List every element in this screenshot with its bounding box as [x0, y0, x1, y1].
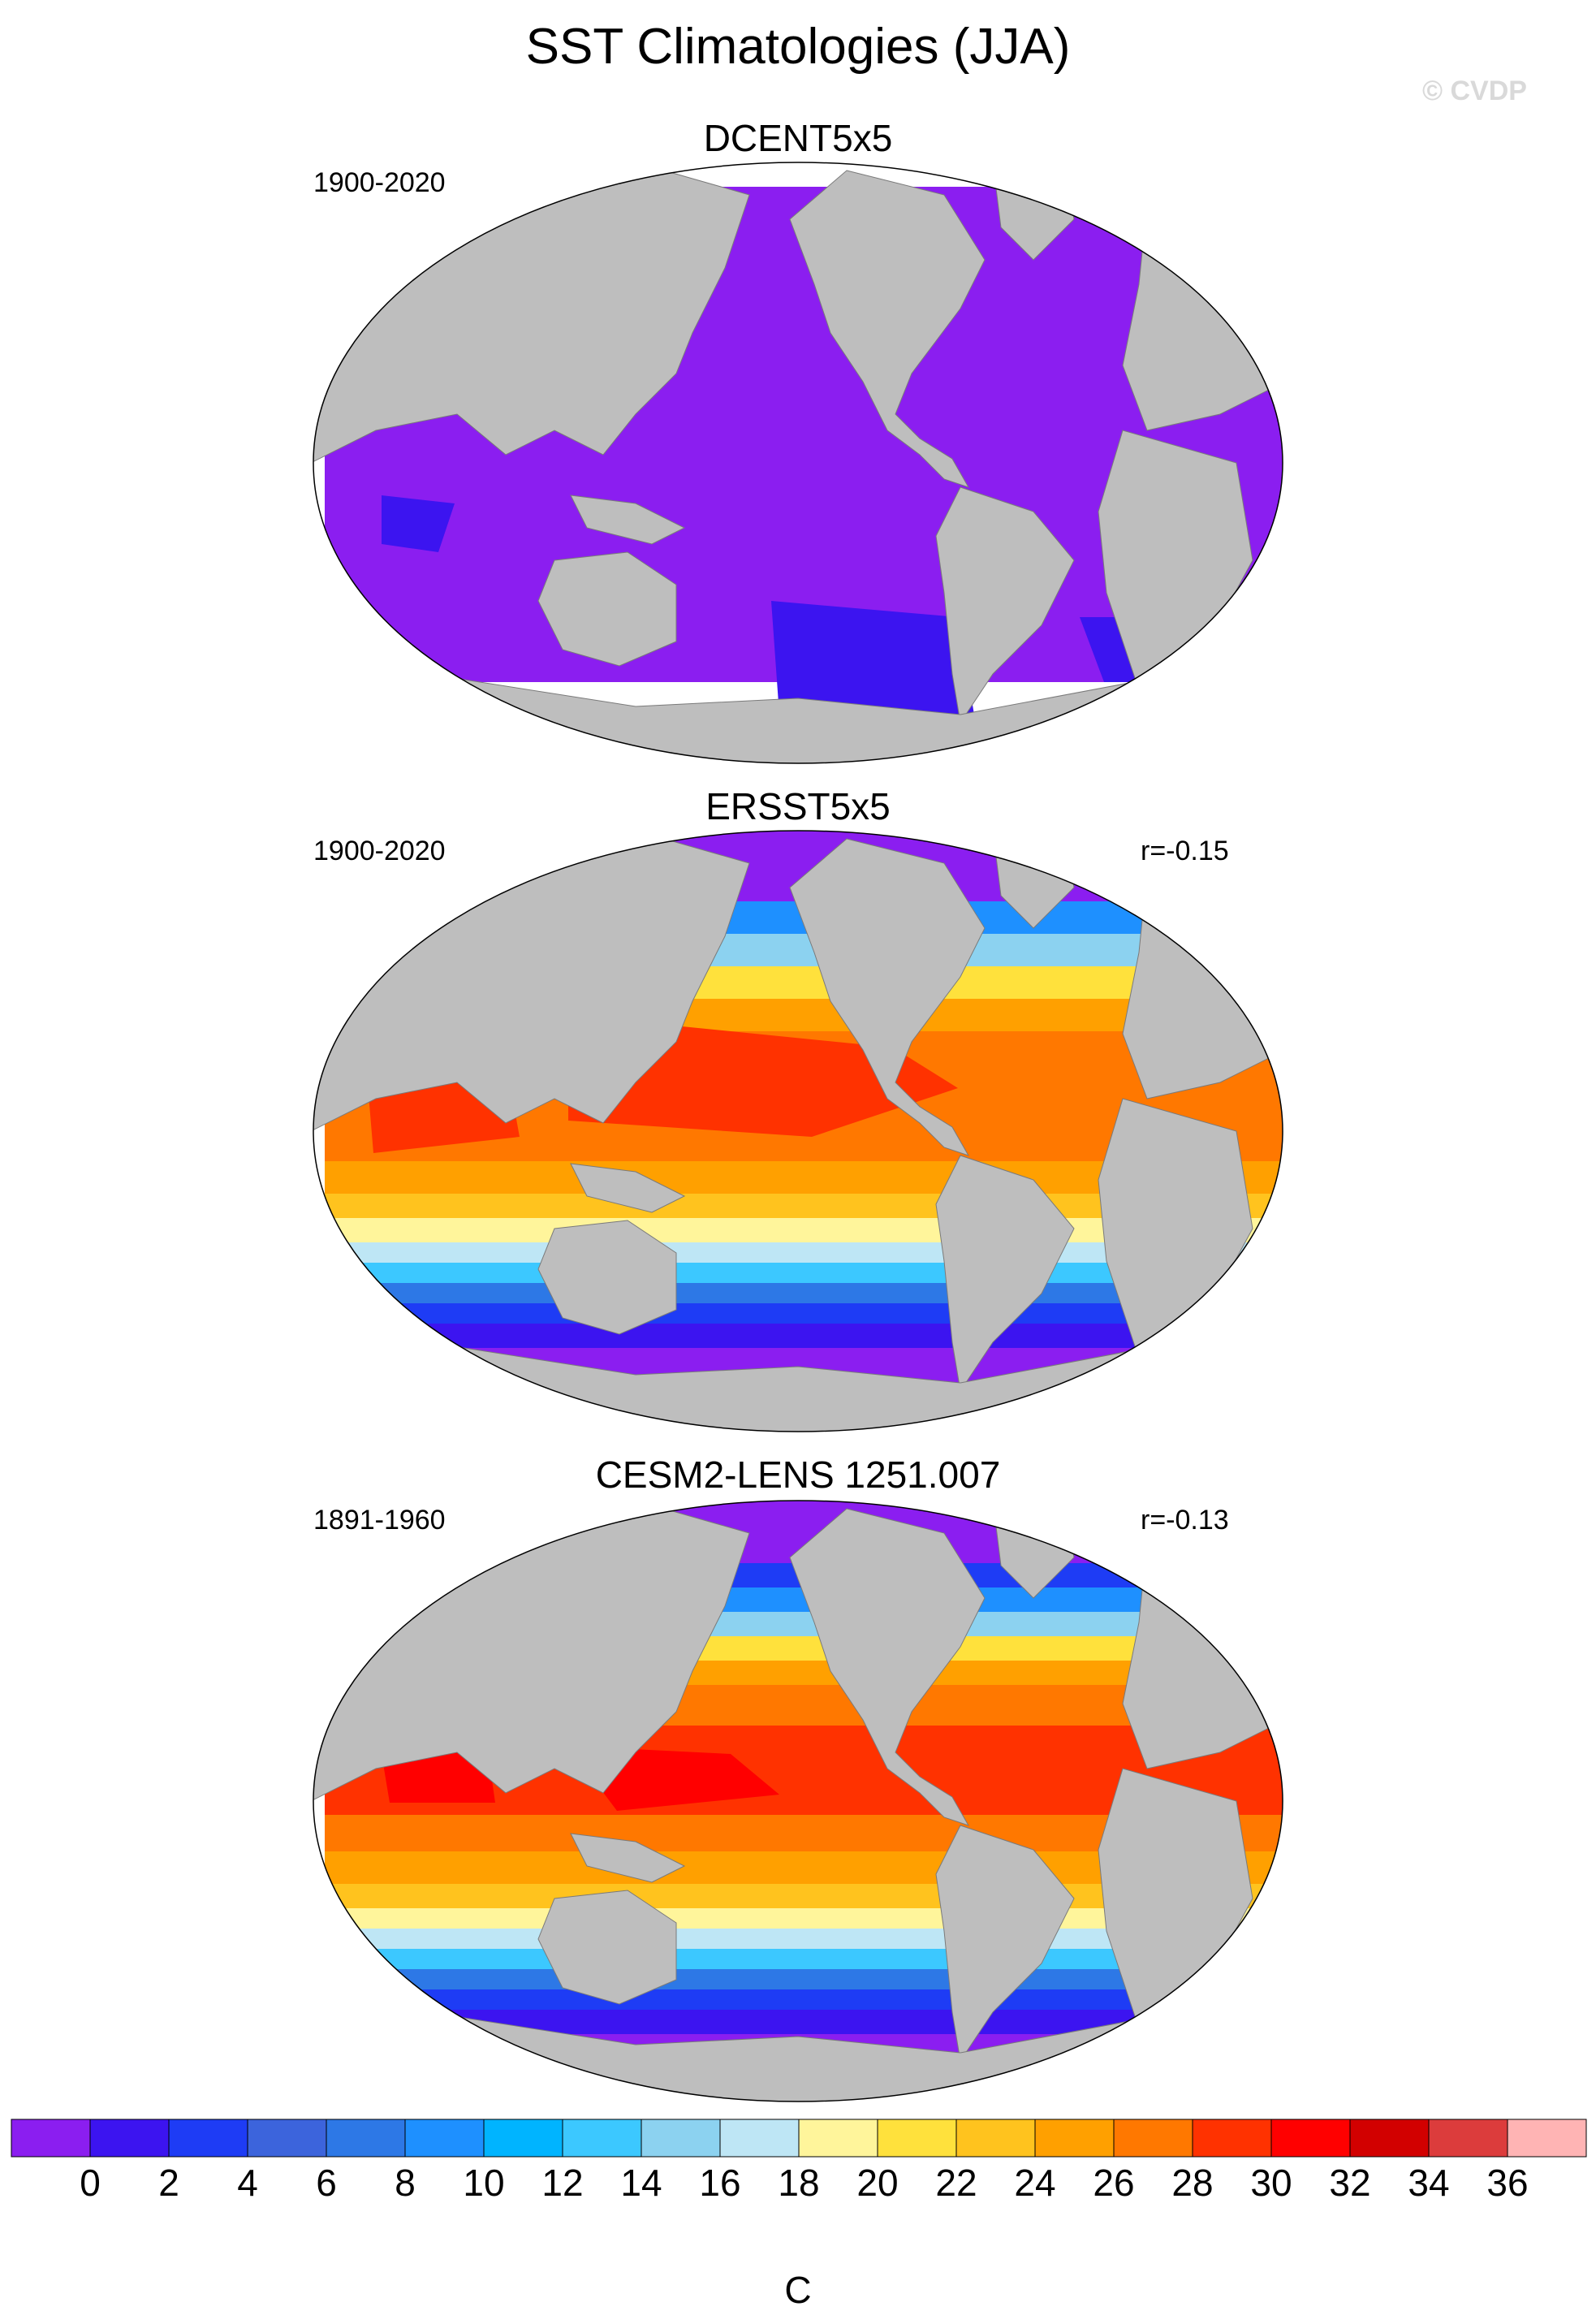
map-outline-2 [313, 830, 1283, 1432]
colorbar-swatch [326, 2119, 406, 2158]
panel-period-2: 1900-2020 [313, 836, 446, 866]
panel-correlation-2: r=-0.15 [1141, 836, 1229, 866]
colorbar-tick-label: 24 [1014, 2162, 1056, 2204]
colorbar-tick-label: 6 [316, 2162, 337, 2204]
map-outline-1 [313, 162, 1283, 764]
panel-title-2: ERSST5x5 [705, 785, 891, 827]
colorbar-tick-label: 16 [699, 2162, 741, 2204]
colorbar-swatch [1428, 2119, 1508, 2158]
colorbar-swatch [1192, 2119, 1272, 2158]
colorbar-tick-label: 26 [1093, 2162, 1135, 2204]
colorbar-swatch [483, 2119, 563, 2158]
map-outline-3 [313, 1500, 1283, 2102]
colorbar-swatch [955, 2119, 1036, 2158]
colorbar-swatch [1113, 2119, 1193, 2158]
colorbar-tick-label: 2 [158, 2162, 179, 2204]
colorbar-tick-label: 0 [80, 2162, 101, 2204]
colorbar-swatch [1507, 2119, 1587, 2158]
colorbar-swatch [1270, 2119, 1351, 2158]
colorbar-tick-label: 36 [1486, 2162, 1529, 2204]
colorbar-tick-label: 8 [395, 2162, 416, 2204]
colorbar-tick-label: 22 [935, 2162, 977, 2204]
panel-title-1: DCENT5x5 [703, 117, 893, 159]
watermark: © CVDP [1422, 76, 1527, 106]
colorbar-swatch [11, 2119, 91, 2158]
colorbar-tick-label: 4 [237, 2162, 258, 2204]
colorbar-units: C [784, 2269, 812, 2311]
colorbar-tick-label: 14 [620, 2162, 662, 2204]
colorbar-swatch [1034, 2119, 1115, 2158]
colorbar-swatch [719, 2119, 800, 2158]
colorbar [11, 2119, 1587, 2158]
colorbar-swatch [562, 2119, 642, 2158]
colorbar-tick-label: 30 [1250, 2162, 1292, 2204]
colorbar-tick-label: 10 [463, 2162, 505, 2204]
colorbar-tick-label: 34 [1408, 2162, 1450, 2204]
panel-period-1: 1900-2020 [313, 167, 446, 198]
colorbar-swatch [798, 2119, 878, 2158]
colorbar-tick-label: 28 [1171, 2162, 1214, 2204]
panel-title-3: CESM2-LENS 1251.007 [595, 1454, 1001, 1496]
page-title: SST Climatologies (JJA) [525, 19, 1071, 75]
map-panel-2 [313, 831, 1283, 1432]
colorbar-swatch [247, 2119, 327, 2158]
colorbar-tick-label: 20 [856, 2162, 899, 2204]
panel-period-3: 1891-1960 [313, 1505, 446, 1536]
panel-correlation-3: r=-0.13 [1141, 1505, 1229, 1536]
colorbar-tick-label: 12 [541, 2162, 584, 2204]
colorbar-swatch [877, 2119, 957, 2158]
map-panel-1 [313, 162, 1283, 763]
colorbar-swatch [404, 2119, 485, 2158]
colorbar-swatch [168, 2119, 248, 2158]
colorbar-tick-label: 32 [1329, 2162, 1371, 2204]
colorbar-swatch [641, 2119, 721, 2158]
colorbar-swatch [1349, 2119, 1430, 2158]
colorbar-swatch [89, 2119, 170, 2158]
map-panel-3 [313, 1501, 1283, 2101]
colorbar-tick-label: 18 [778, 2162, 820, 2204]
